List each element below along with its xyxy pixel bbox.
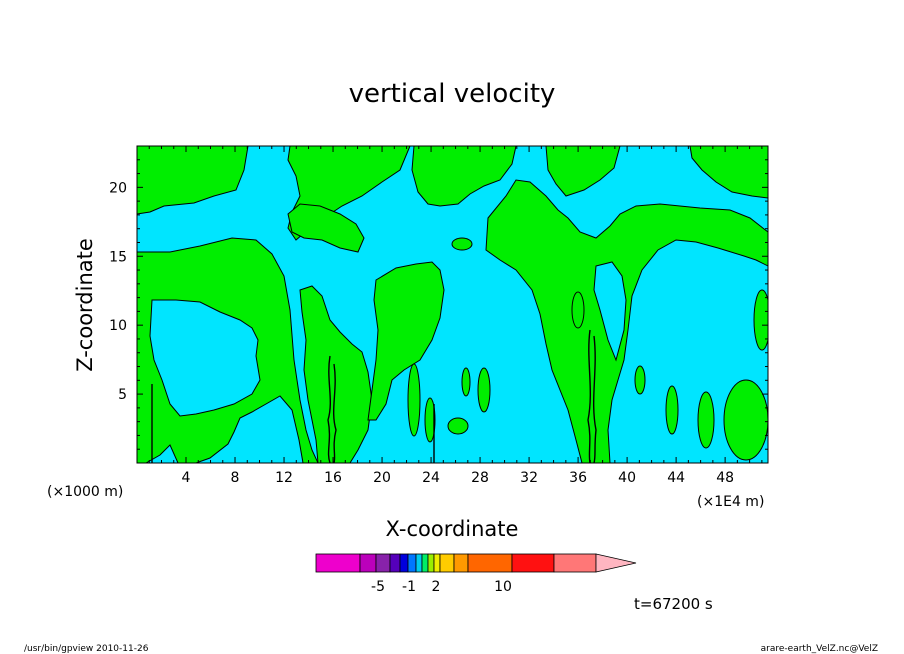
updraft-region	[451, 237, 473, 251]
colorbar-segment	[375, 553, 391, 573]
plot-frame	[136, 145, 769, 464]
plot-area	[136, 145, 769, 464]
updraft-region	[689, 146, 768, 199]
footer-right: arare-earth_VelZ.nc@VelZ	[761, 644, 878, 654]
colorbar	[315, 553, 637, 573]
updraft-region	[407, 363, 421, 437]
colorbar-label: 10	[494, 579, 512, 595]
x-tick-label: 12	[275, 470, 293, 486]
x-tick-label: 32	[520, 470, 538, 486]
colorbar-segment	[407, 553, 417, 573]
updraft-region	[299, 285, 373, 463]
colorbar-segment	[399, 553, 409, 573]
core-contour	[327, 355, 331, 463]
colorbar-segment	[553, 553, 597, 573]
updraft-region	[545, 146, 621, 197]
x-unit-label: (×1000 m)	[47, 484, 123, 500]
colorbar-segment	[359, 553, 377, 573]
colorbar-segment	[433, 553, 441, 573]
updraft-region	[723, 379, 768, 461]
colorbar-segment	[415, 553, 423, 573]
x-tick-label: 24	[422, 470, 440, 486]
colorbar-segment	[453, 553, 469, 573]
colorbar-arrow	[595, 553, 637, 573]
updraft-region	[477, 367, 491, 413]
updraft-region	[367, 261, 445, 421]
x-unit-label-right: (×1E4 m)	[697, 494, 764, 510]
updraft-region	[447, 417, 469, 435]
footer-left: /usr/bin/gpview 2010-11-26	[24, 644, 149, 654]
colorbar-segment	[511, 553, 555, 573]
x-tick-label: 20	[373, 470, 391, 486]
x-axis-ticks: 4 8 12 16 20 24 28 32 36 40 44 48	[148, 146, 763, 486]
colorbar-segment	[389, 553, 401, 573]
y-tick-label: 20	[109, 180, 127, 196]
x-tick-label: 40	[618, 470, 636, 486]
downdraft-hole	[149, 299, 261, 417]
core-contour	[587, 329, 592, 463]
updraft-region	[411, 146, 517, 207]
y-axis-ticks: 5 10 15 20	[109, 159, 768, 450]
colorbar-labels: -5 -1 2 10	[371, 579, 512, 595]
x-tick-label: 36	[569, 470, 587, 486]
chart-title: vertical velocity	[349, 79, 556, 109]
x-tick-label: 28	[471, 470, 489, 486]
x-axis-title: X-coordinate	[386, 517, 519, 541]
updraft-region	[137, 146, 249, 215]
colorbar-segment	[427, 553, 435, 573]
updraft-region	[287, 203, 365, 253]
x-tick-label: 44	[667, 470, 685, 486]
colorbar-label: 2	[432, 579, 441, 595]
updraft-region	[697, 391, 715, 449]
colorbar-label: -1	[402, 579, 416, 595]
updraft-region	[485, 179, 768, 463]
core-contour	[592, 335, 597, 463]
x-tick-label: 8	[231, 470, 240, 486]
x-tick-label: 48	[716, 470, 734, 486]
y-axis-title: Z-coordinate	[73, 238, 97, 372]
updraft-region	[424, 397, 436, 443]
time-annotation: t=67200 s	[634, 595, 713, 613]
updraft-region	[753, 289, 768, 351]
core-contour	[333, 363, 337, 463]
y-tick-label: 10	[109, 318, 127, 334]
updraft-region	[571, 291, 585, 329]
colorbar-segment	[315, 553, 361, 573]
updraft-region	[634, 365, 646, 395]
x-tick-label: 4	[182, 470, 191, 486]
colorbar-segment	[467, 553, 513, 573]
updraft-region	[665, 385, 679, 435]
updraft-region	[461, 367, 471, 397]
colorbar-segment	[439, 553, 455, 573]
y-tick-label: 5	[118, 387, 127, 403]
colorbar-label: -5	[371, 579, 385, 595]
colorbar-segment	[421, 553, 429, 573]
y-tick-label: 15	[109, 249, 127, 265]
downdraft-hole	[593, 261, 627, 362]
x-tick-label: 16	[324, 470, 342, 486]
